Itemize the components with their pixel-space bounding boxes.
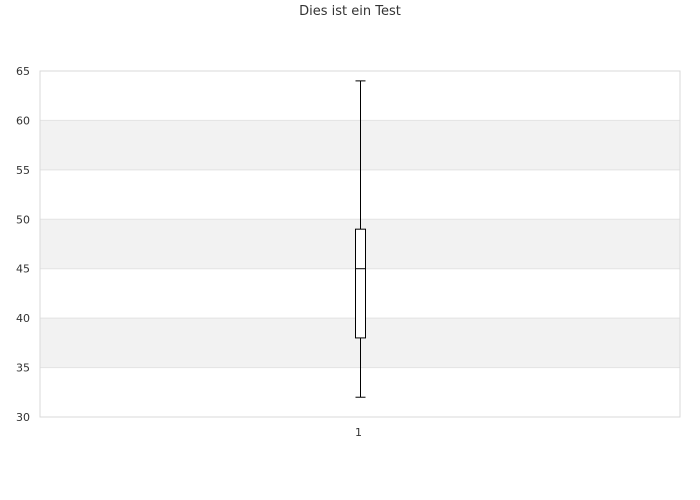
y-tick-label: 45 [16, 263, 30, 276]
iqr-box [355, 228, 366, 339]
y-tick-label: 50 [16, 213, 30, 226]
box-series [355, 80, 366, 398]
y-tick-label: 60 [16, 114, 30, 127]
y-tick-label: 35 [16, 362, 30, 375]
y-tick-label: 30 [16, 411, 30, 424]
y-tick-label: 40 [16, 312, 30, 325]
chart-title: Dies ist ein Test [299, 4, 401, 19]
x-tick-label: 1 [355, 426, 362, 439]
y-axis-ticks: 30 35 40 45 50 55 60 65 [16, 65, 30, 424]
y-tick-label: 65 [16, 65, 30, 78]
y-tick-label: 55 [16, 164, 30, 177]
x-axis-ticks: 1 [355, 426, 362, 439]
box-item [355, 80, 366, 398]
plot-frame [39, 70, 681, 418]
